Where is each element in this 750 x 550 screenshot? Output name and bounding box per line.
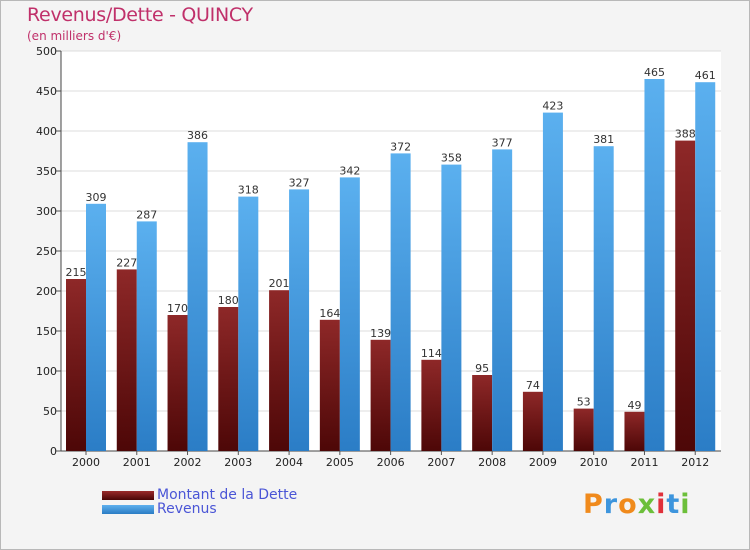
bar-revenus xyxy=(289,189,310,451)
bar-dette xyxy=(421,359,442,451)
bar-revenus xyxy=(492,149,513,451)
data-label-dette: 49 xyxy=(627,399,641,412)
bar-revenus xyxy=(441,164,462,451)
data-label-dette: 180 xyxy=(218,294,239,307)
y-tick-label: 450 xyxy=(36,85,57,98)
bar-dette xyxy=(573,408,594,451)
y-tick-label: 500 xyxy=(36,45,57,58)
data-label-dette: 53 xyxy=(577,396,591,409)
bar-dette xyxy=(624,411,645,451)
data-label-revenus: 309 xyxy=(86,191,107,204)
data-label-revenus: 461 xyxy=(695,69,716,82)
bar-revenus xyxy=(644,79,665,451)
y-tick-label: 300 xyxy=(36,205,57,218)
data-label-revenus: 381 xyxy=(593,133,614,146)
data-label-dette: 388 xyxy=(675,128,696,141)
legend-label-revenus: Revenus xyxy=(157,501,217,517)
bar-revenus xyxy=(187,142,208,451)
logo-letter: i xyxy=(656,489,667,520)
bar-dette xyxy=(522,391,543,451)
y-tick-label: 150 xyxy=(36,325,57,338)
bar-revenus xyxy=(390,153,411,451)
logo-letter: P xyxy=(583,489,604,520)
proxiti-logo: Proxiti xyxy=(583,489,691,520)
x-tick-label: 2005 xyxy=(326,456,354,469)
data-label-revenus: 342 xyxy=(339,164,360,177)
legend-item-dette: Montant de la Dette xyxy=(102,487,298,503)
chart-title: Revenus/Dette - QUINCY xyxy=(27,4,253,26)
logo-letter: i xyxy=(680,489,691,520)
logo-letter: o xyxy=(618,489,638,520)
y-tick-label: 100 xyxy=(36,365,57,378)
x-tick-label: 2003 xyxy=(224,456,252,469)
data-label-revenus: 327 xyxy=(289,176,310,189)
data-label-revenus: 358 xyxy=(441,152,462,165)
bar-dette xyxy=(472,375,493,451)
y-tick-label: 200 xyxy=(36,285,57,298)
legend-item-revenus: Revenus xyxy=(102,501,217,517)
logo-letter: x xyxy=(637,489,657,520)
legend-swatch-dette xyxy=(102,490,154,500)
data-label-dette: 164 xyxy=(319,307,340,320)
x-tick-label: 2009 xyxy=(529,456,557,469)
y-tick-label: 50 xyxy=(43,405,57,418)
data-label-revenus: 423 xyxy=(542,100,563,113)
legend-swatch-revenus xyxy=(102,504,154,514)
x-tick-label: 2007 xyxy=(427,456,455,469)
x-tick-label: 2000 xyxy=(72,456,100,469)
y-tick-label: 250 xyxy=(36,245,57,258)
data-label-dette: 201 xyxy=(269,277,290,290)
bar-dette xyxy=(370,339,391,451)
data-label-revenus: 318 xyxy=(238,184,259,197)
data-label-revenus: 386 xyxy=(187,129,208,142)
data-label-dette: 95 xyxy=(475,362,489,375)
legend-label-dette: Montant de la Dette xyxy=(157,487,298,503)
x-tick-label: 2011 xyxy=(630,456,658,469)
bar-dette xyxy=(167,315,188,451)
x-tick-label: 2008 xyxy=(478,456,506,469)
bar-revenus xyxy=(542,112,563,451)
bar-revenus xyxy=(86,203,106,451)
data-label-dette: 227 xyxy=(116,256,137,269)
bar-revenus xyxy=(136,221,157,451)
x-tick-label: 2001 xyxy=(123,456,151,469)
y-tick-label: 400 xyxy=(36,125,57,138)
y-tick-label: 350 xyxy=(36,165,57,178)
data-label-dette: 74 xyxy=(526,379,540,392)
x-tick-label: 2002 xyxy=(174,456,202,469)
bar-revenus xyxy=(238,196,259,451)
bar-dette xyxy=(675,140,696,451)
x-tick-label: 2006 xyxy=(377,456,405,469)
data-label-revenus: 372 xyxy=(390,140,411,153)
x-tick-label: 2004 xyxy=(275,456,303,469)
x-tick-label: 2012 xyxy=(681,456,709,469)
x-tick-label: 2010 xyxy=(580,456,608,469)
bar-dette xyxy=(269,290,290,451)
data-label-dette: 215 xyxy=(66,266,87,279)
data-label-revenus: 287 xyxy=(136,208,157,221)
bar-revenus xyxy=(593,146,614,451)
logo-letter: t xyxy=(666,489,681,520)
chart-subtitle: (en milliers d'€) xyxy=(27,29,122,43)
y-tick-label: 0 xyxy=(50,445,57,458)
data-label-dette: 170 xyxy=(167,302,188,315)
bar-dette xyxy=(218,307,239,451)
data-label-dette: 139 xyxy=(370,327,391,340)
bar-dette xyxy=(319,319,340,451)
data-label-revenus: 377 xyxy=(492,136,513,149)
bar-dette xyxy=(66,279,86,451)
logo-letter: r xyxy=(603,489,619,520)
data-label-dette: 114 xyxy=(421,347,442,360)
data-label-revenus: 465 xyxy=(644,66,665,79)
bar-revenus xyxy=(339,177,360,451)
bar-dette xyxy=(116,269,137,451)
bar-revenus xyxy=(695,82,716,451)
